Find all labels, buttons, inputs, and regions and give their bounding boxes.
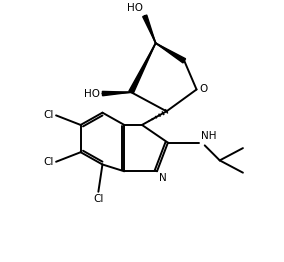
Text: HO: HO xyxy=(127,3,143,13)
Polygon shape xyxy=(129,43,156,93)
Text: HO: HO xyxy=(84,89,100,99)
Text: Cl: Cl xyxy=(43,110,54,120)
Text: N: N xyxy=(159,173,167,183)
Text: NH: NH xyxy=(201,131,216,141)
Polygon shape xyxy=(143,15,156,43)
Text: Cl: Cl xyxy=(93,194,104,204)
Text: Cl: Cl xyxy=(43,157,54,167)
Polygon shape xyxy=(156,43,185,63)
Text: O: O xyxy=(200,84,208,95)
Polygon shape xyxy=(102,91,131,96)
